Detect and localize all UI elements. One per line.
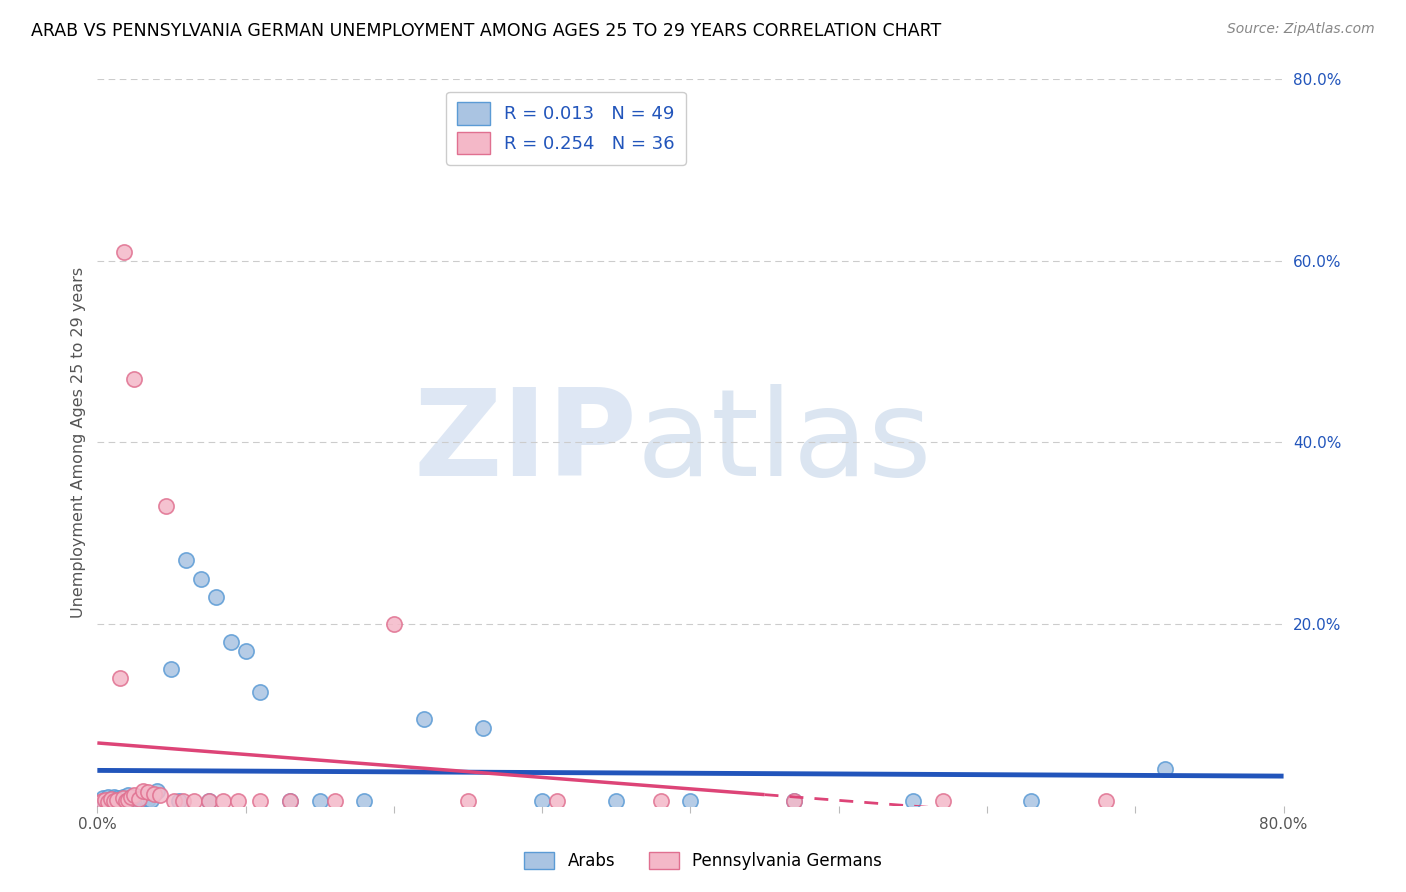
Point — [142, 787, 165, 801]
Point — [783, 794, 806, 808]
Point — [112, 244, 135, 259]
Point — [104, 793, 127, 807]
Point — [249, 794, 271, 808]
Point — [114, 794, 136, 808]
Point — [471, 722, 494, 736]
Point — [108, 792, 131, 806]
Point — [1021, 794, 1043, 808]
Point — [219, 635, 242, 649]
Point — [382, 616, 405, 631]
Point — [101, 794, 124, 808]
Point — [226, 794, 249, 808]
Point — [125, 793, 148, 807]
Point — [134, 791, 156, 805]
Point — [155, 499, 177, 513]
Point — [931, 794, 953, 808]
Point — [278, 794, 301, 808]
Point — [107, 795, 129, 809]
Point — [128, 790, 150, 805]
Text: ZIP: ZIP — [413, 384, 637, 500]
Point — [112, 793, 135, 807]
Point — [197, 794, 219, 808]
Point — [117, 793, 139, 807]
Point — [94, 793, 117, 807]
Point — [105, 791, 128, 805]
Point — [145, 784, 167, 798]
Point — [98, 795, 121, 809]
Point — [124, 372, 146, 386]
Point — [278, 794, 301, 808]
Point — [110, 794, 132, 808]
Point — [96, 793, 118, 807]
Point — [90, 794, 112, 808]
Point — [197, 794, 219, 808]
Point — [136, 785, 159, 799]
Point — [136, 792, 159, 806]
Point — [457, 794, 479, 808]
Point — [108, 672, 131, 686]
Text: ARAB VS PENNSYLVANIA GERMAN UNEMPLOYMENT AMONG AGES 25 TO 29 YEARS CORRELATION C: ARAB VS PENNSYLVANIA GERMAN UNEMPLOYMENT… — [31, 22, 941, 40]
Text: atlas: atlas — [637, 384, 932, 500]
Legend: R = 0.013   N = 49, R = 0.254   N = 36: R = 0.013 N = 49, R = 0.254 N = 36 — [446, 92, 686, 165]
Point — [249, 685, 271, 699]
Point — [212, 794, 235, 808]
Point — [111, 789, 134, 804]
Point — [323, 794, 346, 808]
Point — [149, 788, 172, 802]
Point — [103, 790, 125, 805]
Point — [412, 712, 434, 726]
Point — [91, 791, 114, 805]
Point — [139, 793, 162, 807]
Point — [190, 572, 212, 586]
Point — [132, 784, 155, 798]
Point — [100, 792, 122, 806]
Point — [353, 794, 375, 808]
Point — [1154, 762, 1177, 776]
Point — [117, 788, 139, 802]
Point — [167, 794, 190, 808]
Point — [160, 662, 183, 676]
Legend: Arabs, Pennsylvania Germans: Arabs, Pennsylvania Germans — [517, 845, 889, 877]
Y-axis label: Unemployment Among Ages 25 to 29 years: Unemployment Among Ages 25 to 29 years — [72, 267, 86, 618]
Point — [111, 791, 134, 805]
Point — [103, 794, 125, 808]
Point — [901, 794, 924, 808]
Text: Source: ZipAtlas.com: Source: ZipAtlas.com — [1227, 22, 1375, 37]
Point — [100, 792, 122, 806]
Point — [122, 792, 145, 806]
Point — [118, 791, 141, 805]
Point — [546, 794, 568, 808]
Point — [124, 788, 146, 802]
Point — [163, 794, 186, 808]
Point — [97, 789, 120, 804]
Point — [679, 794, 702, 808]
Point — [97, 795, 120, 809]
Point — [605, 794, 627, 808]
Point — [183, 794, 205, 808]
Point — [1094, 794, 1116, 808]
Point — [131, 789, 153, 804]
Point — [90, 794, 112, 808]
Point — [105, 793, 128, 807]
Point — [172, 794, 194, 808]
Point — [235, 644, 257, 658]
Point — [205, 590, 228, 604]
Point — [128, 792, 150, 806]
Point — [531, 794, 554, 808]
Point — [114, 791, 136, 805]
Point — [650, 794, 672, 808]
Point — [176, 553, 198, 567]
Point — [115, 794, 138, 808]
Point — [308, 794, 330, 808]
Point — [120, 789, 142, 804]
Point — [94, 796, 117, 810]
Point — [783, 794, 806, 808]
